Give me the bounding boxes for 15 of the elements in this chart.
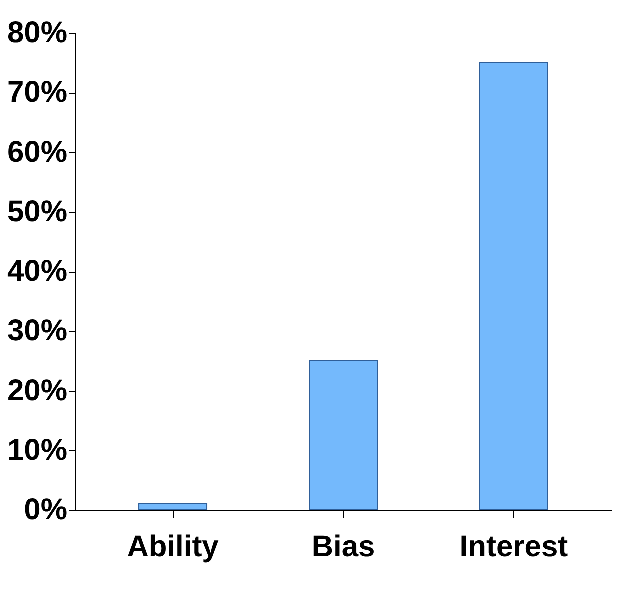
y-tick-label: 70% xyxy=(7,76,68,110)
x-tick-label: Bias xyxy=(312,530,376,564)
y-tick-label: 40% xyxy=(7,255,68,288)
x-tick-label: Interest xyxy=(460,530,568,564)
y-tick-label: 10% xyxy=(7,434,68,467)
bar xyxy=(138,504,208,510)
bar xyxy=(309,360,378,510)
y-tick-label: 0% xyxy=(24,494,68,526)
y-tick-label: 50% xyxy=(7,195,68,228)
y-tick-label: 20% xyxy=(7,374,68,408)
y-tick-label: 80% xyxy=(7,16,68,50)
bar xyxy=(479,62,548,510)
x-tick-label: Ability xyxy=(127,530,220,564)
y-tick-label: 60% xyxy=(7,136,68,169)
y-tick-label: 30% xyxy=(7,314,68,348)
